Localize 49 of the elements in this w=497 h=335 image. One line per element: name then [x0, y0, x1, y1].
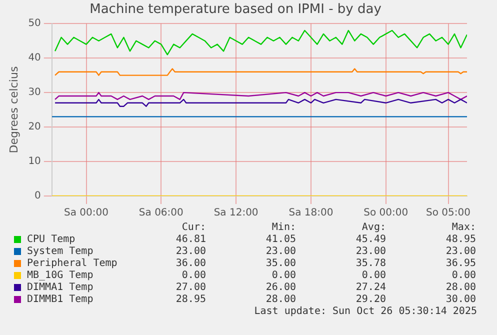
text: 27.24	[354, 282, 386, 294]
x-tick-label: So 05:00	[426, 208, 471, 219]
x-tick-label: Sa 18:00	[288, 208, 334, 219]
y-tick-label: 20	[28, 122, 41, 133]
y-tick-label: 50	[28, 18, 41, 30]
text: 29.20	[354, 294, 386, 306]
text: 0.00	[270, 270, 296, 282]
x-tick-label: So 00:00	[364, 208, 408, 219]
y-tick-label: 40	[28, 52, 41, 64]
text: 36.95	[444, 258, 476, 270]
text: 23.00	[444, 246, 476, 258]
text: 41.05	[264, 234, 296, 246]
text: 23.00	[354, 246, 386, 258]
text: 36.00	[174, 258, 206, 270]
x-tick-label: Sa 12:00	[214, 208, 258, 219]
legend-label: CPU Temp	[27, 234, 76, 246]
text: 46.81	[174, 234, 206, 246]
text: 45.49	[354, 234, 386, 246]
y-tick-label: 30	[28, 87, 41, 98]
text: 28.95	[174, 294, 206, 306]
text: 0.00	[450, 270, 476, 282]
text: 23.00	[264, 246, 296, 258]
legend-label: DIMMA1 Temp	[27, 282, 94, 294]
text: 23.00	[174, 246, 206, 258]
legend-label: DIMMB1 Temp	[27, 294, 94, 306]
text: 48.95	[444, 234, 476, 246]
legend-label: MB_10G Temp	[27, 270, 94, 282]
chart-title: Machine temperature based on IPMI - by day	[90, 2, 382, 18]
x-tick-label: Sa 00:00	[64, 208, 108, 219]
text: Last update: Sun Oct 26 05:30:14 2025	[254, 306, 477, 317]
legend-label: Peripheral Temp	[27, 258, 118, 270]
text: 28.00	[444, 282, 476, 294]
text: 28.00	[264, 294, 296, 306]
text: 35.00	[264, 258, 296, 270]
text: Min:	[270, 222, 296, 234]
legend-label: System Temp	[27, 246, 94, 258]
y-tick-label: 0	[34, 190, 41, 202]
text: 0.00	[360, 270, 386, 282]
y-tick-label: 10	[28, 156, 41, 168]
y-axis-title: Degrees celcius	[7, 66, 20, 154]
text: 0.00	[180, 270, 206, 282]
text: Cur:	[180, 222, 206, 234]
text: Avg:	[360, 222, 386, 234]
text: 30.00	[444, 294, 476, 306]
x-tick-label: Sa 06:00	[138, 208, 184, 219]
text: 35.78	[354, 258, 386, 270]
text: 26.00	[264, 282, 296, 294]
text: Max:	[450, 222, 476, 234]
text: 27.00	[174, 282, 206, 294]
